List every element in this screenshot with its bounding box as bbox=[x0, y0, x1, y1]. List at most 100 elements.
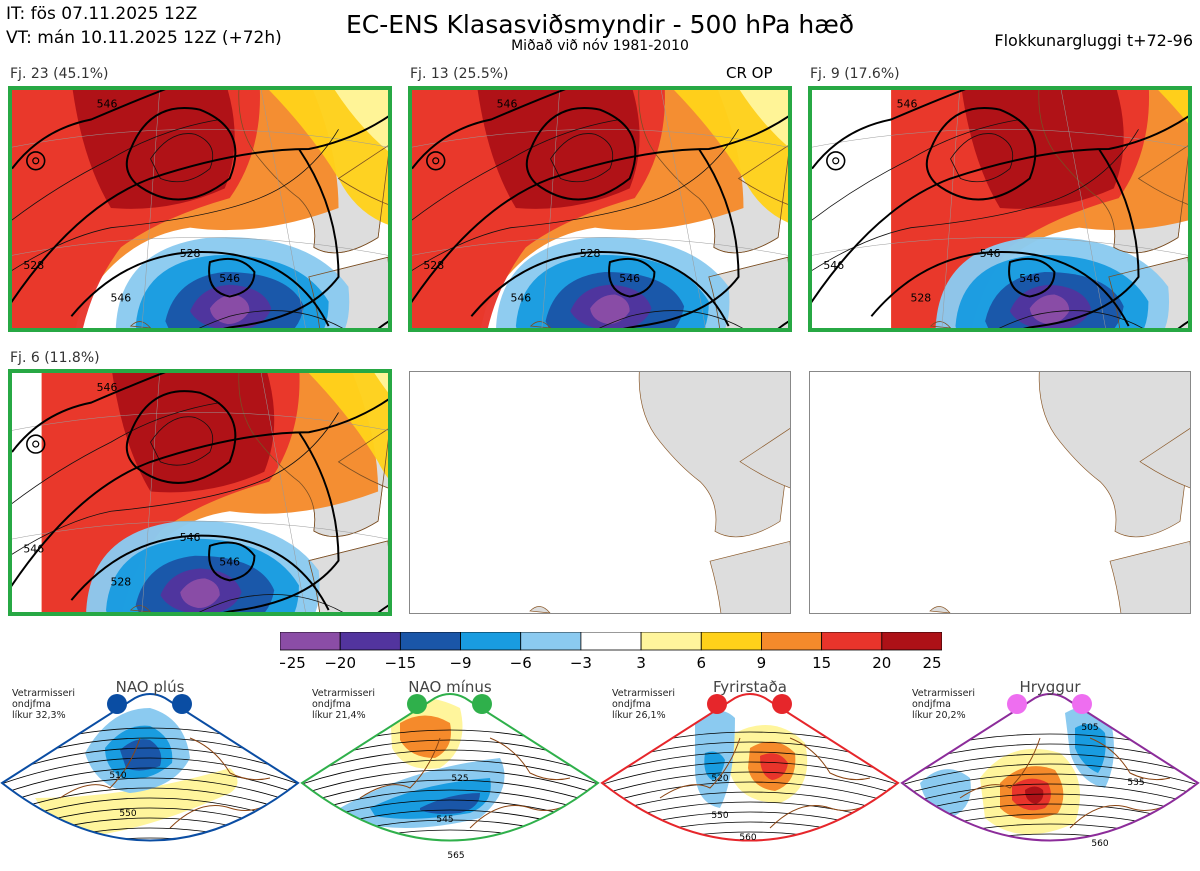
contour-label: 546 bbox=[619, 272, 640, 285]
empty-map-1 bbox=[409, 371, 791, 614]
regime-contour-label: 535 bbox=[1127, 778, 1144, 788]
negative-anomaly-area bbox=[590, 294, 630, 325]
contour-label: 528 bbox=[110, 575, 131, 588]
regime-likelihood: líkur 20,2% bbox=[912, 710, 966, 721]
regime-title: NAO mínus bbox=[408, 678, 492, 696]
regime-title: Fyrirstaða bbox=[713, 678, 787, 696]
coastline bbox=[638, 90, 788, 254]
regime-contour bbox=[2, 757, 298, 789]
height-contour-thin bbox=[550, 133, 614, 183]
height-contour bbox=[208, 257, 256, 298]
contour-labels: 528546528546546546564 bbox=[23, 381, 240, 589]
contour-label: 546 bbox=[180, 531, 201, 544]
regime-contour bbox=[902, 783, 1198, 809]
graticule-line bbox=[141, 373, 160, 612]
regime-months: ondjfma bbox=[12, 699, 51, 710]
height-contour bbox=[125, 107, 237, 201]
coastline bbox=[737, 145, 788, 205]
low-center bbox=[832, 157, 840, 165]
cluster-1-map[interactable]: 546528546528546546564 bbox=[8, 86, 392, 332]
height-contour-thin bbox=[950, 133, 1014, 183]
regime-coastline-path bbox=[789, 737, 871, 781]
low-center bbox=[426, 151, 446, 171]
graticule-line bbox=[660, 90, 706, 328]
contour-labels: 528546528546546546564 bbox=[823, 98, 1040, 305]
contour-label: 546 bbox=[110, 291, 131, 304]
low-center bbox=[32, 440, 40, 448]
height-contours bbox=[12, 90, 388, 328]
coastline bbox=[1137, 145, 1188, 205]
regime-contour bbox=[2, 767, 298, 799]
regime-contour-label: 560 bbox=[1091, 839, 1108, 849]
cluster-4-map[interactable]: 528546528546546546564 bbox=[8, 369, 392, 616]
regime-contour-label: 545 bbox=[436, 815, 453, 825]
regime-field bbox=[2, 694, 298, 841]
negative-anomaly bbox=[496, 237, 730, 328]
negative-anomaly bbox=[115, 237, 350, 328]
low-center bbox=[826, 151, 846, 171]
positive-anomaly-area bbox=[1158, 90, 1188, 124]
coastline bbox=[929, 321, 952, 328]
regime-coastline-path bbox=[959, 737, 1041, 799]
colorbar-tick-label: 25 bbox=[922, 654, 941, 672]
regime-likelihood: líkur 32,3% bbox=[12, 710, 66, 721]
height-contour bbox=[12, 90, 166, 170]
cluster-3-map[interactable]: 528546528546546546564 bbox=[808, 86, 1192, 332]
regime-months: ondjfma bbox=[612, 699, 651, 710]
regime-contour bbox=[602, 831, 898, 841]
init-time: IT: fös 07.11.2025 12Z bbox=[6, 4, 198, 24]
regime-contour bbox=[602, 761, 898, 789]
negative-anomaly-area bbox=[209, 294, 250, 325]
regime-border bbox=[300, 693, 600, 842]
landmass bbox=[709, 540, 790, 613]
regime-contour bbox=[602, 751, 898, 779]
height-contour bbox=[12, 373, 166, 453]
regime-coastline-path bbox=[659, 737, 741, 799]
regime-probability: Vetrarmisseri ondjfma líkur 20,2% bbox=[912, 688, 975, 721]
cluster-2-map[interactable]: 546528546528546546564 bbox=[408, 86, 792, 332]
low-center bbox=[432, 157, 440, 165]
regime-contour-labels: 525 545 565 bbox=[436, 774, 468, 861]
height-contour bbox=[1008, 257, 1056, 298]
map-canvas: 528546528546546546564 bbox=[12, 373, 388, 612]
regime-map: 525 545 565 bbox=[300, 693, 600, 861]
regime-border bbox=[0, 693, 300, 842]
height-contour bbox=[1023, 148, 1140, 328]
regime-contour bbox=[902, 763, 1198, 789]
cluster-3-label: Fj. 9 (17.6%) bbox=[810, 66, 900, 82]
regime-contour bbox=[902, 753, 1198, 779]
regime-contour-labels: 505 535 560 bbox=[1081, 723, 1144, 849]
map-canvas bbox=[929, 372, 1190, 613]
graticule-line bbox=[1060, 90, 1106, 328]
contour-label: 528 bbox=[580, 247, 601, 260]
height-contour bbox=[470, 251, 730, 327]
height-contour-thin bbox=[12, 129, 339, 271]
regime-contour bbox=[302, 779, 598, 809]
colorbar-swatch bbox=[700, 631, 762, 651]
regime-field bbox=[302, 694, 598, 841]
regime-contour-labels: 510 550 bbox=[109, 771, 136, 819]
regime-marker-dot bbox=[772, 694, 792, 714]
coastline bbox=[238, 90, 388, 254]
regime-season: Vetrarmisseri bbox=[12, 688, 75, 699]
contour-label: 546 bbox=[897, 98, 918, 111]
negative-anomaly-area bbox=[180, 578, 220, 609]
thin-contours bbox=[412, 119, 743, 328]
height-contour bbox=[525, 107, 637, 201]
page-title: EC-ENS Klasasviðsmyndir - 500 hPa hæð bbox=[345, 10, 855, 39]
regime-contour bbox=[302, 769, 598, 799]
regime-months: ondjfma bbox=[312, 699, 351, 710]
height-contour-thin bbox=[199, 594, 343, 612]
graticule-line bbox=[141, 90, 160, 328]
contour-label: 546 bbox=[219, 272, 240, 285]
colorbar-tick-label: 9 bbox=[757, 654, 767, 672]
height-contours bbox=[12, 373, 388, 612]
height-contour-thin bbox=[199, 310, 343, 328]
regime-border bbox=[600, 693, 900, 842]
landmass-layer bbox=[529, 372, 790, 613]
regime-coastline-path bbox=[189, 737, 271, 781]
graticule-line bbox=[412, 129, 788, 148]
regime-probability: Vetrarmisseri ondjfma líkur 26,1% bbox=[612, 688, 675, 721]
height-contour bbox=[12, 115, 388, 303]
page-subtitle: Miðað við nóv 1981-2010 bbox=[511, 38, 689, 54]
